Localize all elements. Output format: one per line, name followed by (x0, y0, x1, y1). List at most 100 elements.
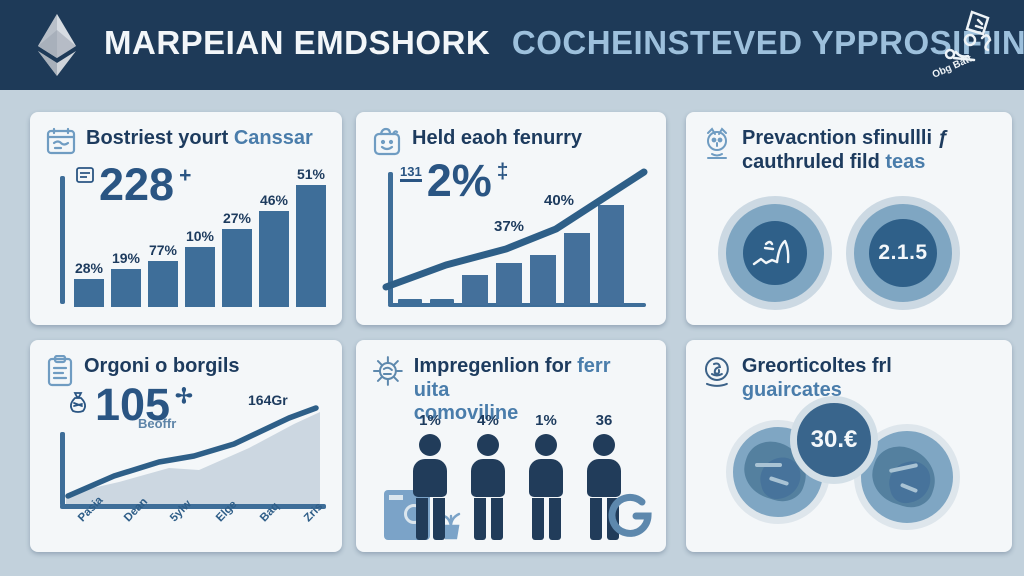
combo-bar-1 (462, 275, 488, 305)
annotation-40: 40% (544, 192, 575, 209)
leg (589, 498, 602, 540)
kpi-circle-left (718, 196, 832, 310)
stat-suffix: + (179, 164, 192, 187)
panel-boost-title: Bostriest yourt Canssar (86, 127, 313, 151)
price-badge: 30.€ (790, 396, 878, 484)
panel-held: Held eaoh fenurry 131 2% ‡ 37% 40% (356, 112, 666, 325)
y-axis-line (388, 172, 393, 305)
leg (548, 498, 561, 540)
header-title: MARPEIAN EMDSHORK COCHEINSTEVED YPPROSIF… (104, 24, 1024, 62)
title-line2-light: teas (885, 150, 926, 173)
annotation-beoffr: Beoffr (138, 416, 177, 431)
leg (432, 498, 445, 540)
panel-impregenlion: Impregenlion for ferr uita comoviline 1% (356, 340, 666, 552)
person-2: 4% (464, 412, 512, 540)
panel-orgoni-title: Orgoni o borgils (84, 355, 240, 379)
panel-prevention: Prevacntion sfinullli ƒ cauthruled fild … (686, 112, 1012, 325)
bar-5: 27% (222, 210, 252, 307)
bar-3-rect (148, 261, 178, 307)
person-3-label: 1% (535, 412, 557, 429)
panel-greorticoltes: Greorticoltes frl guaircates 30.€ (686, 340, 1012, 552)
bar-6-rect (259, 211, 289, 307)
person-3-torso (529, 459, 563, 497)
panel-prevention-title: Prevacntion sfinullli ƒ cauthruled fild … (742, 127, 949, 174)
stat-value: 228 (99, 159, 175, 210)
bar-2-label: 19% (111, 250, 141, 266)
x-axis-line (388, 303, 646, 307)
title-dark: Impregenlion for (413, 355, 572, 377)
bar-2: 19% (111, 250, 141, 307)
kpi-circle-right: 2.1.5 (846, 196, 960, 310)
money-bag-icon (70, 392, 86, 413)
person-3: 1% (522, 412, 570, 540)
person-2-torso (471, 459, 505, 497)
bar-5-label: 27% (222, 210, 252, 226)
bar-4-label: 10% (185, 228, 215, 244)
panel-greorticoltes-title: Greorticoltes frl guaircates (742, 355, 996, 402)
bar-3-label: 77% (148, 242, 178, 258)
bar-chart: 28% 19% 77% 10% 27% 46% 51% (74, 166, 326, 307)
stat-228: 228 + (76, 162, 191, 207)
badge-icon (704, 357, 729, 387)
header-banner: MARPEIAN EMDSHORK COCHEINSTEVED YPPROSIF… (0, 0, 1024, 90)
stat-suffix: ✢ (175, 385, 193, 408)
title-line1: Prevacntion sfinullli ƒ (742, 127, 949, 149)
area-fill (66, 412, 320, 504)
bar-4-rect (185, 247, 215, 307)
trend-line (382, 168, 648, 291)
title-line2-dark: cauthruled fild (742, 150, 880, 173)
panel-held-title-dark: Held eaoh fenurry (412, 127, 583, 149)
leg (415, 498, 428, 540)
stat-suffix: ‡ (496, 160, 509, 183)
title-dark: Greorticoltes frl (741, 355, 892, 377)
person-2-legs (473, 498, 503, 540)
machine-slot (389, 495, 403, 500)
header-title-secondary: COCHEINSTEVED YPPROSIFIING (511, 24, 1024, 61)
stat-value: 2% (426, 155, 492, 206)
bar-6: 46% (259, 192, 289, 307)
leg (531, 498, 544, 540)
dash-2 (430, 299, 454, 305)
person-1: 1% (406, 412, 454, 540)
panel-boost-title-dark: Bostriest yourt (86, 127, 229, 149)
combo-bar-2 (496, 263, 522, 305)
panel-held-title: Held eaoh fenurry (412, 127, 582, 151)
person-4-head (593, 434, 615, 456)
bar-6-label: 46% (259, 192, 289, 208)
kpi-circle-right-inner: 2.1.5 (869, 219, 937, 287)
bar-7: 51% (296, 166, 326, 307)
area-line (65, 405, 319, 499)
y-axis-line (60, 176, 65, 304)
x-axis-line (60, 504, 326, 509)
header-title-primary: MARPEIAN EMDSHORK (104, 24, 491, 61)
stat-2pct: 131 2% ‡ (400, 158, 508, 203)
kpi-value: 2.1.5 (878, 241, 928, 264)
combo-bar-4 (564, 233, 590, 305)
person-3-head (535, 434, 557, 456)
bar-5-rect (222, 229, 252, 307)
person-4: 36 (580, 412, 628, 540)
g-arrow-icon (608, 493, 652, 537)
panel-boost-title-light: Canssar (233, 127, 313, 149)
kpi-circle-left-inner (743, 221, 807, 285)
bar-7-label: 51% (296, 166, 326, 182)
panel-orgoni-title-dark: Orgoni o borgils (84, 355, 240, 377)
bar-1-rect (74, 279, 104, 307)
mini-calendar-icon (76, 167, 94, 183)
y-axis-line (60, 432, 65, 506)
squiggle-line-icon (752, 239, 790, 266)
person-4-torso (587, 459, 621, 497)
bar-2-rect (111, 269, 141, 307)
person-2-label: 4% (477, 412, 499, 429)
title-line2-light: comoviline (413, 402, 519, 425)
person-4-label: 36 (595, 412, 613, 429)
bag-smile-icon (373, 127, 401, 156)
plant-icon (440, 512, 461, 540)
area-chart (65, 405, 320, 504)
panel-boost: Bostriest yourt Canssar 228 + 28% 19% 77… (30, 112, 342, 325)
person-3-legs (531, 498, 561, 540)
stat-105: 105 ✢ (66, 382, 193, 427)
panel-impregenlion-title: Impregenlion for ferr uita comoviline (414, 355, 650, 426)
bar-3: 77% (148, 242, 178, 307)
